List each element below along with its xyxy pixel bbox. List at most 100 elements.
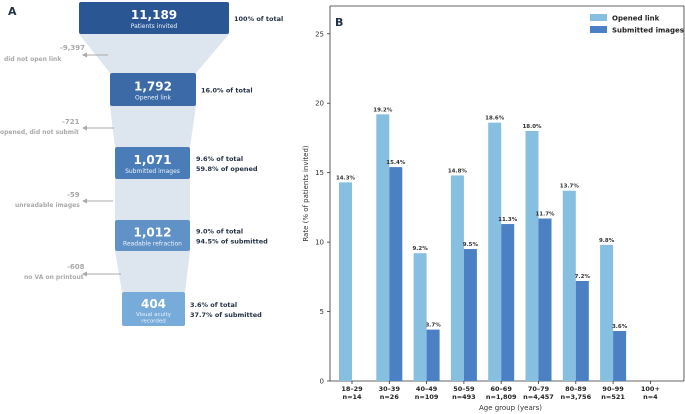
x-tick-label: 40–49	[416, 385, 438, 393]
bar-submitted-images	[501, 224, 515, 381]
bar-submitted-images	[389, 167, 403, 381]
funnel-stage-stat: 94.5% of submitted	[196, 238, 268, 246]
funnel-connector	[115, 251, 190, 292]
funnel-stage-box	[115, 220, 190, 251]
legend-label: Opened link	[612, 15, 660, 23]
panel-a-label: A	[8, 5, 17, 18]
dropout-value: -608	[67, 263, 85, 271]
bar-data-label: 3.6%	[612, 324, 628, 330]
panel-b-label: B	[335, 16, 343, 29]
y-tick-label: 20	[315, 100, 324, 108]
funnel-connector	[110, 106, 196, 147]
x-tick-sublabel: n=109	[415, 393, 439, 401]
funnel-stage-box	[122, 292, 185, 326]
bar-opened-link	[600, 244, 614, 381]
bar-data-label: 3.7%	[425, 323, 441, 329]
bar-opened-link	[562, 190, 576, 381]
x-tick-label: 70–79	[528, 385, 550, 393]
funnel-connector	[79, 34, 229, 73]
x-tick-label: 80–89	[565, 385, 587, 393]
funnel-stage-stat: 100% of total	[234, 15, 283, 23]
dropout-label: did not open link	[4, 56, 62, 63]
legend-swatch	[590, 14, 607, 21]
bar-data-label: 14.3%	[336, 175, 356, 181]
y-tick-label: 10	[315, 239, 324, 247]
dropout-arrowhead	[82, 271, 87, 277]
bar-data-label: 9.8%	[599, 238, 615, 244]
funnel-stage-stat: 37.7% of submitted	[190, 311, 262, 319]
bar-data-label: 15.4%	[386, 160, 406, 166]
x-tick-label: 60–69	[491, 385, 513, 393]
bar-data-label: 9.2%	[412, 246, 428, 252]
x-tick-label: 100+	[641, 385, 660, 393]
bar-opened-link	[450, 175, 464, 381]
funnel-stage-stat: 16.0% of total	[201, 87, 253, 95]
legend-swatch	[590, 26, 607, 33]
dropout-label: unreadable images	[15, 202, 80, 209]
funnel-stage-label: Submitted images	[125, 168, 180, 175]
dropout-arrowhead	[82, 125, 87, 131]
dropout-arrowhead	[82, 198, 87, 204]
funnel-stage-value: 1,071	[134, 153, 172, 167]
funnel-stage-label: recorded	[141, 319, 165, 325]
y-tick-label: 25	[315, 30, 324, 38]
funnel-stage-label: Patients invited	[131, 23, 178, 30]
bar-data-label: 9.5%	[463, 242, 479, 248]
dropout-value: -59	[67, 191, 80, 199]
bar-opened-link	[413, 253, 427, 381]
x-tick-label: 90–99	[602, 385, 624, 393]
funnel-stage-stat: 59.8% of opened	[196, 165, 258, 173]
funnel-stage-label: Opened link	[135, 95, 172, 102]
bar-data-label: 18.0%	[522, 124, 542, 130]
x-tick-sublabel: n=14	[342, 393, 362, 401]
dropout-value: -721	[62, 118, 80, 126]
x-tick-sublabel: n=1,809	[486, 393, 517, 401]
bar-submitted-images	[613, 331, 627, 381]
funnel-connector	[115, 179, 190, 220]
bar-opened-link	[525, 131, 539, 381]
dropout-arrowhead	[82, 52, 87, 58]
bar-opened-link	[339, 182, 352, 381]
y-tick-label: 0	[320, 378, 324, 386]
funnel-stage-value: 1,792	[134, 80, 172, 94]
funnel-stage-value: 404	[141, 297, 166, 311]
y-axis-label: Rate (% of patients invited)	[302, 145, 310, 242]
funnel-stage-box	[79, 2, 229, 34]
funnel-stage-box	[110, 73, 196, 106]
funnel-stage-label: Visual acuity	[136, 312, 172, 318]
x-tick-label: 50–59	[453, 385, 475, 393]
x-tick-sublabel: n=4	[643, 393, 658, 401]
x-tick-sublabel: n=521	[601, 393, 625, 401]
funnel-stage-stat: 9.6% of total	[196, 155, 243, 163]
bar-data-label: 18.6%	[485, 116, 505, 122]
dropout-label: no VA on printout	[24, 274, 84, 281]
x-tick-sublabel: n=3,756	[560, 393, 591, 401]
funnel-stage-label: Readable refraction	[123, 241, 182, 248]
bar-data-label: 13.7%	[560, 184, 580, 190]
legend-label: Submitted images	[612, 27, 684, 35]
x-tick-label: 30–39	[379, 385, 401, 393]
bar-chart-panel: B 0 5 10 15 20 25 Rate (% of patients invited)…	[302, 5, 685, 412]
bar-submitted-images	[463, 249, 477, 381]
funnel-stage-box	[115, 147, 190, 179]
dropout-label: opened, did not submit	[0, 129, 79, 136]
funnel-stage-stat: 3.6% of total	[190, 301, 237, 309]
y-tick-label: 15	[315, 169, 324, 177]
bar-submitted-images	[575, 281, 589, 381]
y-tick-label: 5	[320, 308, 324, 316]
funnel-stage-value: 1,012	[134, 226, 172, 240]
bar-opened-link	[488, 122, 502, 382]
bar-submitted-images	[426, 329, 440, 381]
x-tick-sublabel: n=4,457	[523, 393, 554, 401]
x-tick-sublabel: n=493	[452, 393, 476, 401]
bar-submitted-images	[538, 218, 552, 381]
x-tick-sublabel: n=26	[380, 393, 400, 401]
bar-data-label: 14.8%	[448, 168, 468, 174]
bar-data-label: 11.7%	[535, 212, 555, 218]
x-tick-label: 18–29	[341, 385, 363, 393]
bar-opened-link	[376, 114, 390, 381]
funnel-stage-stat: 9.0% of total	[196, 228, 243, 236]
bar-data-label: 7.2%	[575, 274, 591, 280]
